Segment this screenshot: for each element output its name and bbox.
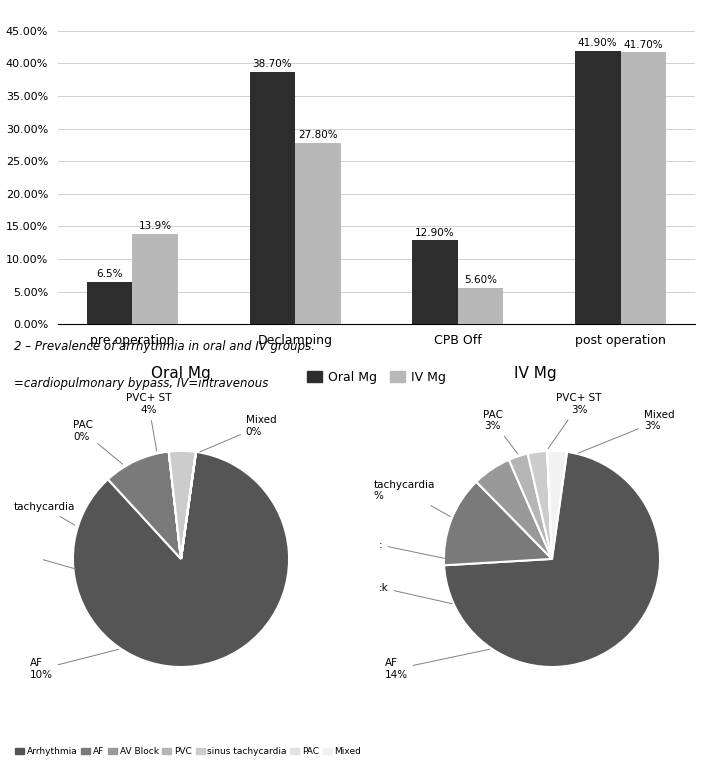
Wedge shape [444, 452, 660, 667]
Text: :: : [379, 540, 445, 558]
Wedge shape [547, 451, 567, 559]
Bar [250, 72, 295, 324]
Text: AF
14%: AF 14% [384, 649, 490, 680]
Text: 6.5%: 6.5% [96, 269, 123, 279]
Text: tachycardia
%: tachycardia % [374, 480, 450, 516]
Title: Oral Mg: Oral Mg [151, 366, 211, 381]
Text: AF
10%: AF 10% [30, 649, 119, 680]
Text: 41.90%: 41.90% [578, 39, 618, 49]
Title: IV Mg: IV Mg [515, 366, 557, 381]
Text: 5.60%: 5.60% [464, 275, 497, 285]
Text: tachycardia: tachycardia [14, 503, 75, 525]
Bar [458, 288, 503, 324]
Legend: Arrhythmia, AF, AV Block, PVC, sinus tachycardia, PAC, Mixed: Arrhythmia, AF, AV Block, PVC, sinus tac… [12, 743, 365, 760]
Wedge shape [181, 452, 196, 559]
Text: 13.9%: 13.9% [139, 221, 172, 231]
Wedge shape [169, 452, 181, 559]
Wedge shape [547, 451, 552, 559]
Bar [412, 240, 458, 324]
Text: =cardiopulmonary bypass, IV=intravenous: =cardiopulmonary bypass, IV=intravenous [14, 377, 269, 390]
Wedge shape [181, 452, 196, 559]
Text: 27.80%: 27.80% [298, 130, 337, 141]
Bar [620, 52, 666, 324]
Wedge shape [169, 452, 181, 559]
Wedge shape [169, 451, 196, 559]
Text: PVC+ ST
3%: PVC+ ST 3% [548, 394, 602, 449]
Bar [295, 143, 341, 324]
Wedge shape [509, 454, 552, 559]
Text: :k: :k [379, 584, 452, 604]
Bar [132, 234, 178, 324]
Text: 41.70%: 41.70% [623, 40, 663, 49]
Bar [87, 282, 132, 324]
Text: Mixed
3%: Mixed 3% [578, 410, 675, 453]
Text: Mixed
0%: Mixed 0% [200, 415, 277, 452]
Text: PAC
3%: PAC 3% [482, 410, 518, 454]
Wedge shape [73, 452, 289, 667]
Wedge shape [444, 482, 552, 565]
Bar [575, 51, 620, 324]
Text: PVC+ ST
4%: PVC+ ST 4% [126, 394, 172, 452]
Text: PAC
0%: PAC 0% [73, 421, 122, 464]
Wedge shape [476, 460, 552, 559]
Wedge shape [108, 452, 181, 559]
Text: 2 – Prevalence of arrhythmia in oral and IV groups.: 2 – Prevalence of arrhythmia in oral and… [14, 340, 316, 353]
Text: 12.90%: 12.90% [416, 228, 455, 238]
Text: 38.70%: 38.70% [253, 59, 292, 69]
Wedge shape [528, 451, 552, 559]
Legend: Oral Mg, IV Mg: Oral Mg, IV Mg [302, 366, 451, 388]
